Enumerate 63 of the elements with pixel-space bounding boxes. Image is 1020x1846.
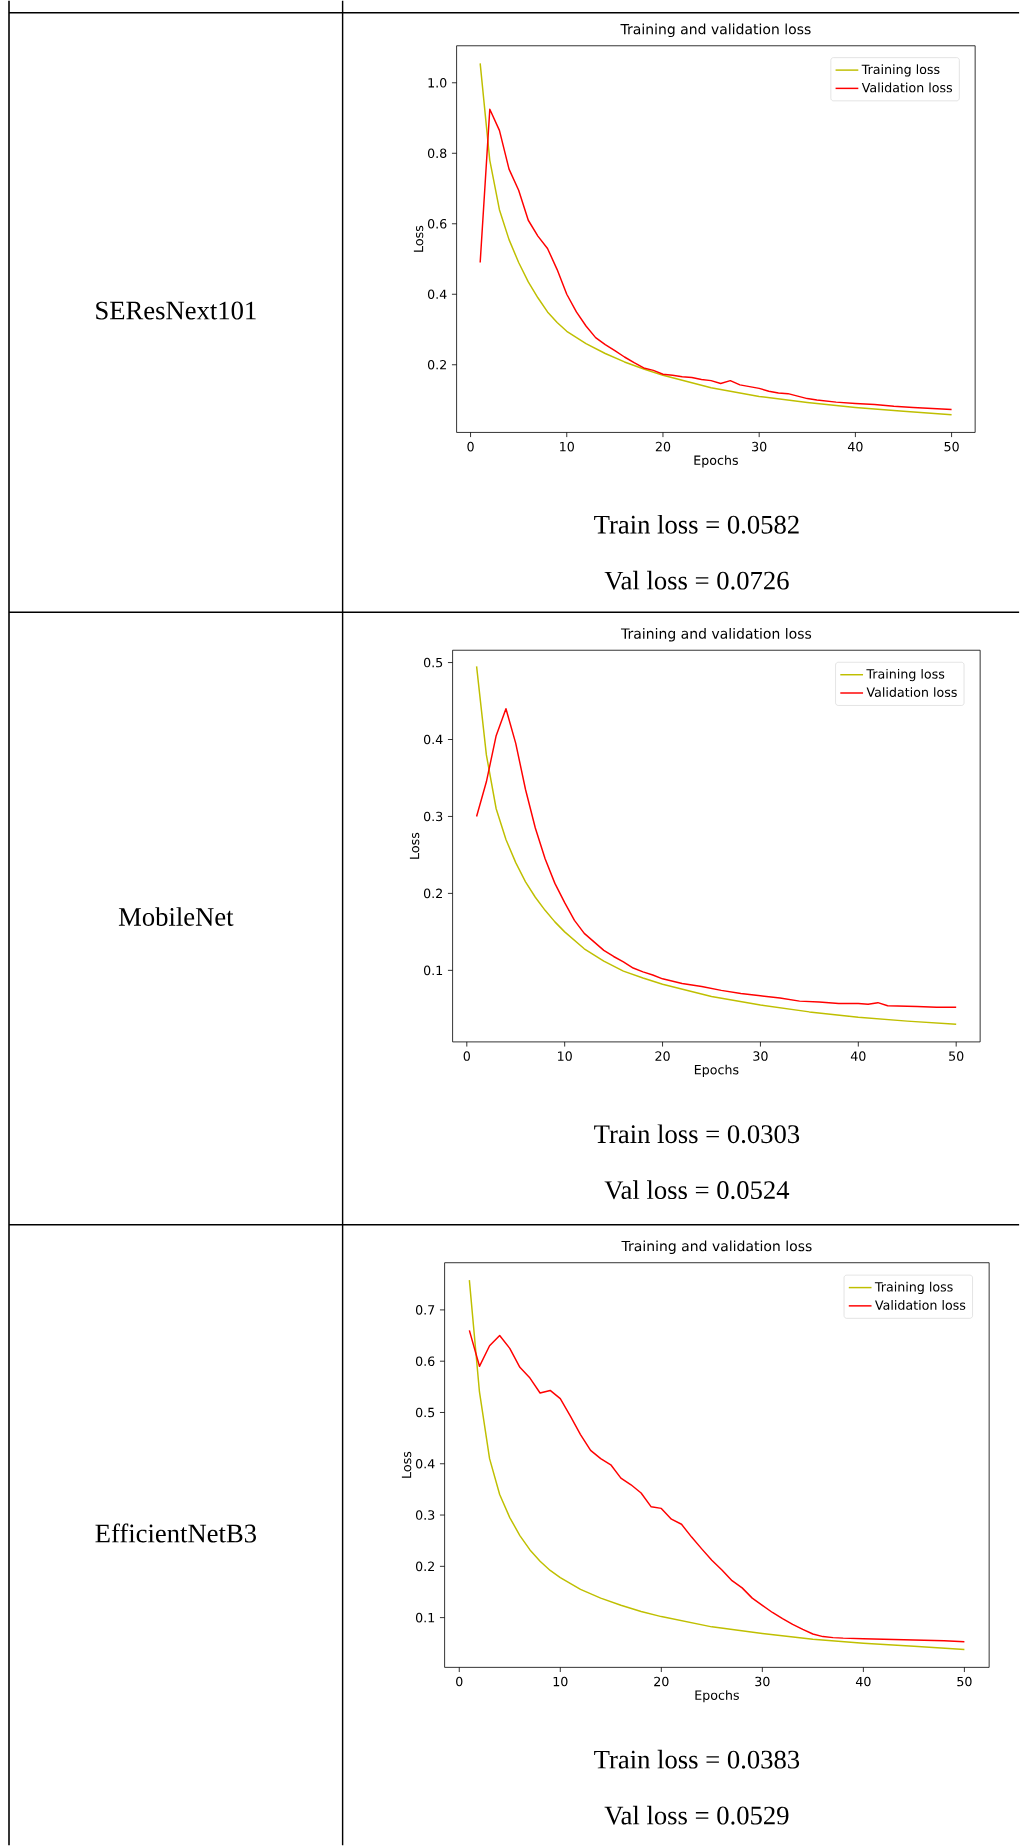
x-axis-title: Epochs bbox=[694, 1064, 739, 1077]
y-tick-label: 0.2 bbox=[416, 1561, 435, 1572]
x-tick-label: 0 bbox=[456, 1676, 463, 1687]
text: Val loss = 0.0726 bbox=[604, 570, 789, 590]
legend-label: Training loss bbox=[866, 668, 945, 682]
line-series bbox=[468, 1279, 966, 1651]
line-series bbox=[468, 1329, 966, 1643]
y-tick-label: 0.1 bbox=[424, 965, 443, 976]
x-tick-label: 40 bbox=[850, 1051, 866, 1061]
text: SEResNext101 bbox=[96, 301, 256, 320]
y-tick-label: 0.7 bbox=[416, 1305, 435, 1315]
y-tick-label: 0.6 bbox=[427, 218, 447, 229]
legend-label: Training loss bbox=[861, 64, 940, 77]
y-tick-label: 0.6 bbox=[416, 1356, 435, 1366]
y-tick-label: 0.4 bbox=[424, 734, 443, 745]
x-tick-label: 30 bbox=[755, 1676, 770, 1687]
y-axis-title: Loss bbox=[409, 832, 420, 859]
x-tick-label: 20 bbox=[655, 441, 671, 452]
x-tick-label: 30 bbox=[752, 441, 767, 452]
y-tick-label: 0.3 bbox=[416, 1510, 435, 1520]
x-tick-label: 20 bbox=[655, 1051, 670, 1061]
y-tick-label: 0.2 bbox=[427, 359, 447, 370]
legend-label: Training loss bbox=[874, 1281, 953, 1295]
text: MobileNet bbox=[118, 907, 234, 926]
x-tick-label: 10 bbox=[560, 441, 575, 452]
line-series bbox=[475, 707, 957, 1009]
y-axis-title: Loss bbox=[413, 225, 424, 252]
x-axis-title: Epochs bbox=[695, 1690, 739, 1703]
text: Val loss = 0.0524 bbox=[604, 1180, 790, 1200]
y-tick-label: 0.1 bbox=[416, 1612, 435, 1623]
x-tick-label: 0 bbox=[467, 441, 474, 452]
text: Train loss = 0.0303 bbox=[594, 1124, 800, 1144]
x-tick-label: 50 bbox=[944, 441, 959, 452]
legend-label: Validation loss bbox=[866, 687, 957, 697]
text: Train loss = 0.0383 bbox=[594, 1749, 800, 1769]
x-tick-label: 10 bbox=[553, 1676, 568, 1687]
legend-label: Validation loss bbox=[875, 1300, 966, 1310]
text: Val loss = 0.0529 bbox=[604, 1805, 789, 1825]
y-tick-label: 0.5 bbox=[416, 1407, 435, 1418]
x-tick-label: 50 bbox=[949, 1051, 964, 1061]
y-tick-label: 0.4 bbox=[416, 1458, 435, 1469]
line-series bbox=[475, 665, 957, 1025]
x-axis-title: Epochs bbox=[694, 455, 738, 468]
x-tick-label: 40 bbox=[855, 1676, 871, 1687]
x-tick-label: 0 bbox=[463, 1051, 471, 1061]
text: Train loss = 0.0582 bbox=[594, 514, 799, 534]
legend-label: Validation loss bbox=[861, 82, 953, 93]
x-tick-label: 10 bbox=[558, 1051, 572, 1061]
x-tick-label: 20 bbox=[654, 1676, 669, 1687]
text: EfficientNetB3 bbox=[95, 1523, 257, 1543]
x-tick-label: 50 bbox=[957, 1676, 972, 1687]
y-tick-label: 0.2 bbox=[424, 888, 443, 899]
y-tick-label: 0.5 bbox=[424, 657, 443, 668]
x-tick-label: 40 bbox=[848, 441, 863, 452]
x-tick-label: 30 bbox=[753, 1051, 768, 1061]
chart-title: Training and validation loss bbox=[621, 628, 812, 642]
chart-title: Training and validation loss bbox=[620, 23, 811, 38]
y-tick-label: 0.4 bbox=[427, 289, 447, 300]
y-tick-label: 1.0 bbox=[428, 77, 447, 88]
y-tick-label: 0.3 bbox=[424, 811, 443, 822]
y-tick-label: 0.8 bbox=[427, 148, 447, 159]
chart-title: Training and validation loss bbox=[621, 1240, 812, 1255]
y-axis-title: Loss bbox=[401, 1451, 412, 1478]
